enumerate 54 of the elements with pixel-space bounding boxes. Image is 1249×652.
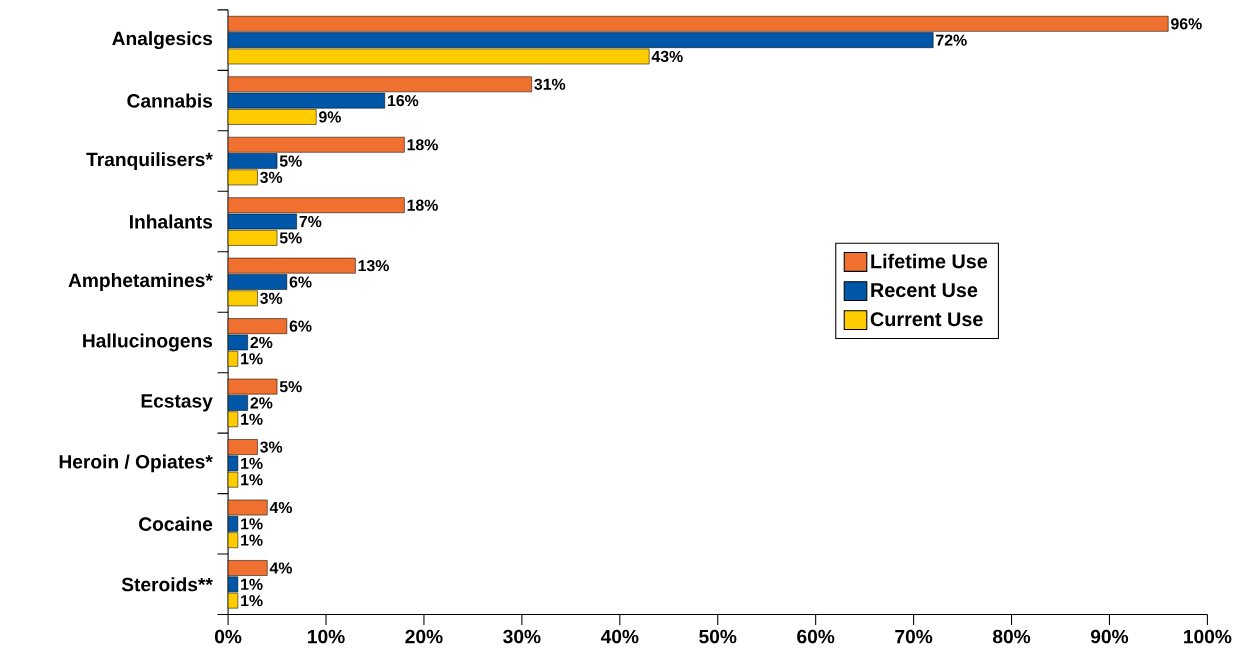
x-tick-label: 50% (699, 629, 737, 644)
data-label: 7% (299, 215, 322, 228)
data-label: 1% (241, 457, 263, 469)
y-tick-label: Cocaine (139, 516, 213, 531)
data-label: 31% (534, 78, 566, 90)
data-label: 1% (241, 474, 263, 486)
data-label: 3% (260, 171, 283, 183)
legend-label: Recent Use (871, 283, 978, 298)
data-label: 1% (241, 353, 263, 365)
data-label: 6% (289, 320, 312, 332)
x-tick-label: 20% (405, 629, 443, 644)
y-tick-label: Inhalants (130, 214, 213, 229)
data-label: 18% (407, 199, 438, 211)
y-tick-label: Steroids** (121, 577, 213, 592)
y-tick-label: Cannabis (127, 93, 213, 108)
x-tick-label: 40% (600, 629, 639, 644)
data-label: 1% (241, 534, 263, 546)
x-tick-label: 100% (1184, 629, 1232, 644)
data-label: 2% (250, 397, 273, 409)
y-tick-label: Analgesics (112, 31, 213, 50)
data-label: 5% (279, 232, 302, 244)
data-label: 96% (1171, 18, 1202, 30)
data-label: 9% (319, 111, 341, 123)
data-label: 13% (358, 259, 389, 272)
x-tick-label: 70% (895, 629, 933, 644)
x-tick-label: 10% (308, 629, 345, 644)
x-tick-label: 80% (992, 629, 1031, 644)
x-tick-label: 60% (797, 629, 835, 644)
legend-label: Lifetime Use (871, 253, 988, 269)
data-label: 3% (260, 292, 283, 304)
data-label: 72% (936, 34, 967, 46)
data-label: 3% (260, 441, 283, 453)
data-label: 5% (279, 380, 302, 393)
y-tick-label: Amphetamines* (68, 272, 213, 291)
data-label: 1% (241, 413, 263, 425)
data-label: 4% (269, 501, 292, 513)
y-tick-label: Tranquilisers* (86, 152, 213, 170)
data-label: 1% (241, 518, 263, 530)
data-label: 18% (407, 139, 438, 151)
data-label: 1% (241, 578, 263, 590)
data-label: 1% (241, 594, 263, 607)
y-tick-label: Ecstasy (141, 394, 213, 412)
data-label: 43% (651, 50, 683, 62)
legend-label: Current Use (870, 312, 983, 327)
data-label: 16% (388, 94, 419, 107)
data-label: 6% (289, 276, 312, 288)
y-tick-label: Heroin / Opiates* (59, 454, 213, 473)
data-label: 5% (279, 155, 302, 167)
x-tick-label: 90% (1090, 629, 1129, 644)
data-label: 2% (250, 336, 273, 348)
x-tick-label: 30% (503, 629, 541, 644)
y-tick-label: Hallucinogens (83, 333, 213, 352)
x-tick-label: 0% (215, 629, 242, 644)
data-label: 4% (269, 562, 292, 574)
